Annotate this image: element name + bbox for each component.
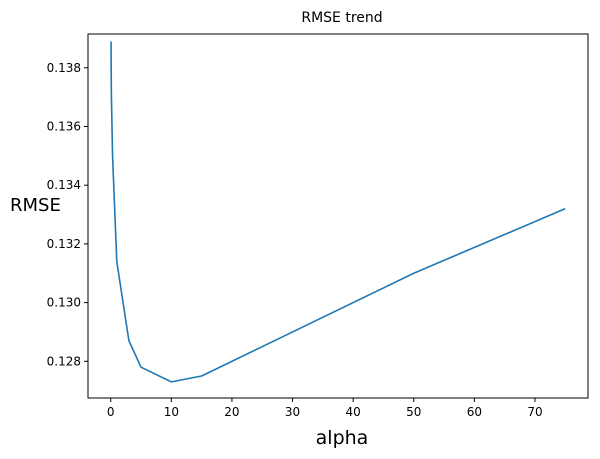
x-tick-label: 0 — [107, 405, 115, 419]
x-axis-label: alpha — [316, 427, 369, 449]
x-tick-label: 50 — [406, 405, 421, 419]
x-tick-label: 10 — [164, 405, 179, 419]
plot-frame — [87, 33, 589, 399]
x-tick-label: 40 — [346, 405, 361, 419]
series-line-0 — [110, 41, 566, 383]
x-tick-label: 30 — [285, 405, 300, 419]
x-axis-ticks: 0 10 20 30 40 50 60 70 — [107, 398, 543, 419]
y-tick-label: 0.134 — [47, 178, 81, 192]
y-axis-label: RMSE — [10, 195, 61, 216]
y-tick-label: 0.138 — [47, 61, 81, 75]
plot-area — [87, 33, 589, 399]
y-tick-label: 0.132 — [47, 237, 81, 251]
x-tick-label: 70 — [527, 405, 542, 419]
y-tick-label: 0.128 — [47, 354, 81, 368]
y-tick-label: 0.130 — [47, 296, 81, 310]
x-tick-label: 20 — [224, 405, 239, 419]
x-tick-label: 60 — [467, 405, 482, 419]
y-axis-ticks: 0.128 0.130 0.132 0.134 0.136 0.138 — [47, 61, 88, 368]
chart-title: RMSE trend — [301, 10, 382, 26]
y-tick-label: 0.136 — [47, 119, 81, 133]
